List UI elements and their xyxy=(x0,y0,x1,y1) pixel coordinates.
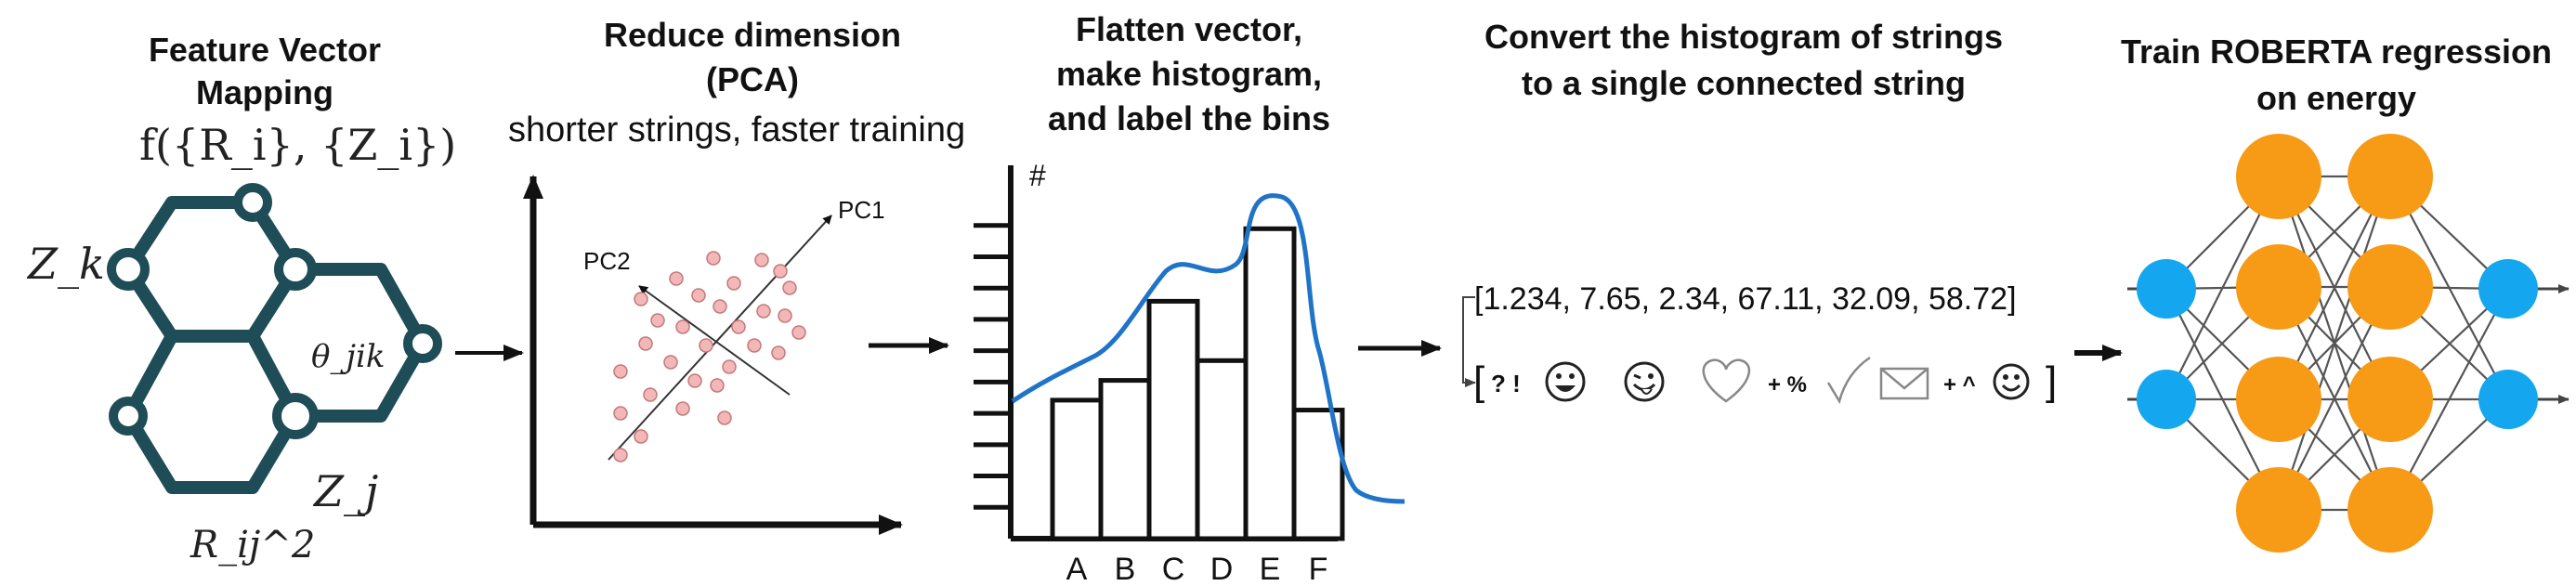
atom-j xyxy=(272,393,319,439)
envelope-icon xyxy=(1879,367,1929,400)
pca-panel: Reduce dimension (PCA) shorter strings, … xyxy=(508,16,965,535)
hist-title-line2: make histogram, xyxy=(1056,55,1322,93)
smiley-face-icon xyxy=(1993,363,2030,400)
nn-hidden-node xyxy=(2236,357,2321,442)
check-mark-icon xyxy=(1826,356,1871,405)
hist-bin-label: F xyxy=(1309,552,1328,586)
nn-input-node xyxy=(2137,370,2196,429)
nn-hidden-node xyxy=(2347,134,2433,219)
string-close-bracket: ] xyxy=(2046,358,2057,404)
feature-title-line1: Feature Vector xyxy=(149,31,381,69)
roberta-panel: Train ROBERTA regression on energy xyxy=(2121,33,2569,553)
density-curve xyxy=(1011,193,1406,504)
feature-formula: f({R_i}, {Z_i}) xyxy=(139,120,456,170)
vector-text: [1.234, 7.65, 2.34, 67.11, 32.09, 58.72] xyxy=(1474,281,2017,317)
hist-bar xyxy=(1195,358,1249,541)
atom-k xyxy=(107,248,150,291)
nn-input-node xyxy=(2137,259,2196,319)
atom-top-right xyxy=(233,183,272,222)
atom-bottom-left xyxy=(109,397,148,436)
hist-bin-label: A xyxy=(1066,552,1088,586)
pca-scatter-points xyxy=(613,251,806,462)
hist-bar xyxy=(1098,378,1152,541)
string-connector xyxy=(1462,296,1476,387)
pc2-label: PC2 xyxy=(583,247,631,275)
atom-center xyxy=(274,248,317,291)
nn-output-node xyxy=(2478,259,2538,319)
nn-hidden-node xyxy=(2347,244,2433,330)
label-zj: Z_j xyxy=(312,466,378,516)
nn-edge xyxy=(2277,176,2392,511)
string-sequence: [ ? ! + % + ^ xyxy=(1473,356,2057,405)
nn-hidden-node xyxy=(2347,467,2433,553)
hist-bin-label: E xyxy=(1260,552,1281,586)
nn-edges xyxy=(2165,175,2509,512)
hist-bin-label: C xyxy=(1162,552,1185,586)
hist-bin-label: B xyxy=(1115,552,1136,586)
hist-bar xyxy=(1243,226,1297,541)
strings-panel: Convert the histogram of strings to a si… xyxy=(1462,18,2057,405)
hist-title-line1: Flatten vector, xyxy=(1076,10,1302,48)
label-rij: R_ij^2 xyxy=(190,524,315,566)
atom-right xyxy=(403,324,442,363)
strings-title-line1: Convert the histogram of strings xyxy=(1484,18,2003,56)
histogram-panel: Flatten vector, make histogram, and labe… xyxy=(974,10,1406,586)
pc1-label: PC1 xyxy=(838,196,885,224)
pc2-axis-line xyxy=(638,285,791,396)
hist-bin-label: D xyxy=(1210,552,1234,586)
string-token-3: + ^ xyxy=(1943,372,1976,397)
roberta-title-line2: on energy xyxy=(2256,79,2416,117)
hist-y-symbol: # xyxy=(1029,159,1046,192)
nn-hidden-node xyxy=(2236,134,2321,219)
winking-tongue-face-icon xyxy=(1624,361,1665,402)
nn-hidden-node xyxy=(2236,467,2321,553)
feature-title-line2: Mapping xyxy=(196,73,333,111)
grinning-face-icon xyxy=(1545,361,1586,402)
nn-hidden-node xyxy=(2347,357,2433,442)
pca-subtitle: shorter strings, faster training xyxy=(508,111,965,150)
strings-title-line2: to a single connected string xyxy=(1522,64,1966,102)
string-token-1: ? ! xyxy=(1491,370,1521,397)
string-token-2: + % xyxy=(1768,372,1807,397)
neural-network xyxy=(2127,134,2569,553)
feature-mapping-panel: Feature Vector Mapping f({R_i}, {Z_i}) Z… xyxy=(26,31,456,566)
nn-hidden-node xyxy=(2236,244,2321,330)
roberta-title-line1: Train ROBERTA regression xyxy=(2121,33,2552,71)
heart-outline-icon xyxy=(1702,358,1750,403)
atom-nodes xyxy=(107,183,442,439)
pca-title-line2: (PCA) xyxy=(706,60,799,98)
hist-bar xyxy=(1146,298,1200,541)
label-zk: Z_k xyxy=(26,239,105,289)
nn-output-node xyxy=(2478,370,2538,429)
label-theta: θ_jik xyxy=(311,338,386,375)
pc1-axis-line xyxy=(608,215,832,461)
pca-title-line1: Reduce dimension xyxy=(604,16,901,54)
hist-title-line3: and label the bins xyxy=(1048,99,1330,137)
string-open-bracket: [ xyxy=(1473,358,1484,404)
hist-bar xyxy=(1050,397,1104,541)
